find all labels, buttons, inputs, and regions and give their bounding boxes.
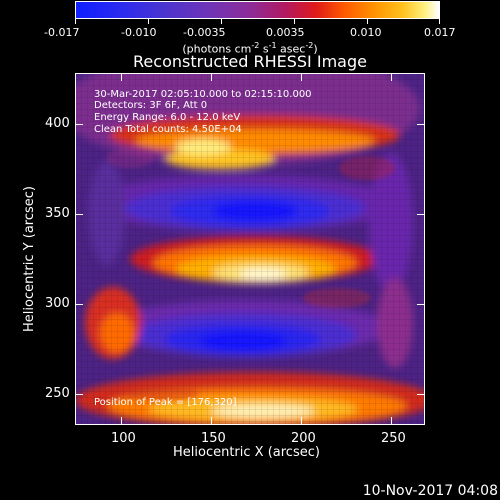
rhessi-image	[75, 73, 425, 425]
x-tick-label-200: 200	[291, 431, 316, 446]
x-tick-100-top	[121, 73, 122, 81]
x-tick-label-100: 100	[111, 431, 136, 446]
units-exp1: -2	[251, 41, 260, 50]
peak-position-label: Position of Peak = [176,320]	[94, 397, 237, 408]
y-tick-300-right	[417, 304, 425, 305]
x-tick-250-bottom	[391, 417, 392, 425]
colorbar-tick-label-4: 0.0035	[266, 26, 305, 39]
units-end: asec	[276, 42, 306, 56]
y-tick-300-left	[75, 304, 83, 305]
rhessi-heatmap	[75, 73, 425, 425]
x-tick-250-top	[391, 73, 392, 81]
colorbar-tick-label-1: -0.017	[44, 26, 80, 39]
y-tick-label-400: 400	[45, 116, 70, 131]
colorbar-tick-4	[294, 19, 295, 24]
colorbar-tick-label-6: 0.017	[424, 26, 456, 39]
units-tail: )	[313, 42, 318, 56]
x-tick-label-250: 250	[381, 431, 406, 446]
y-tick-label-300: 300	[45, 296, 70, 311]
x-tick-200-top	[301, 73, 302, 81]
y-tick-250-right	[417, 394, 425, 395]
colorbar-gradient	[76, 2, 439, 18]
colorbar-tick-2	[148, 19, 149, 24]
y-tick-label-250: 250	[45, 386, 70, 401]
x-tick-label-150: 150	[201, 431, 226, 446]
units-main: (photons cm	[182, 42, 252, 56]
units-exp3: -2	[305, 41, 314, 50]
x-tick-150-bottom	[211, 417, 212, 425]
detectors-label: Detectors: 3F 6F, Att 0	[94, 100, 208, 111]
y-axis-label: Heliocentric Y (arcsec)	[22, 186, 37, 332]
render-timestamp: 10-Nov-2017 04:08	[362, 483, 498, 499]
units-mid: s	[259, 42, 269, 56]
x-tick-200-bottom	[301, 417, 302, 425]
x-tick-150-top	[211, 73, 212, 81]
x-axis-label: Heliocentric X (arcsec)	[173, 445, 320, 460]
energy-range-label: Energy Range: 6.0 - 12.0 keV	[94, 112, 241, 123]
y-tick-400-left	[75, 124, 83, 125]
units-exp2: -1	[268, 41, 277, 50]
y-tick-350-left	[75, 214, 83, 215]
plot-title: Reconstructed RHESSI Image	[133, 52, 367, 71]
colorbar-tick-6	[439, 19, 440, 24]
y-tick-label-350: 350	[45, 206, 70, 221]
colorbar-tick-5	[367, 19, 368, 24]
y-tick-350-right	[417, 214, 425, 215]
colorbar-tick-label-2: -0.010	[121, 26, 157, 39]
y-tick-400-right	[417, 124, 425, 125]
x-tick-100-bottom	[121, 417, 122, 425]
colorbar-tick-1	[75, 19, 76, 24]
clean-counts-label: Clean Total counts: 4.50E+04	[94, 124, 242, 135]
colorbar-tick-label-5: 0.010	[350, 26, 382, 39]
y-tick-250-left	[75, 394, 83, 395]
date-range-label: 30-Mar-2017 02:05:10.000 to 02:15:10.000	[94, 89, 312, 100]
colorbar-units-label: (photons cm-2 s-1 asec-2)	[0, 40, 500, 56]
colorbar-tick-3	[221, 19, 222, 24]
colorbar-tick-label-3: -0.0035	[183, 26, 226, 39]
colorbar	[75, 1, 440, 19]
